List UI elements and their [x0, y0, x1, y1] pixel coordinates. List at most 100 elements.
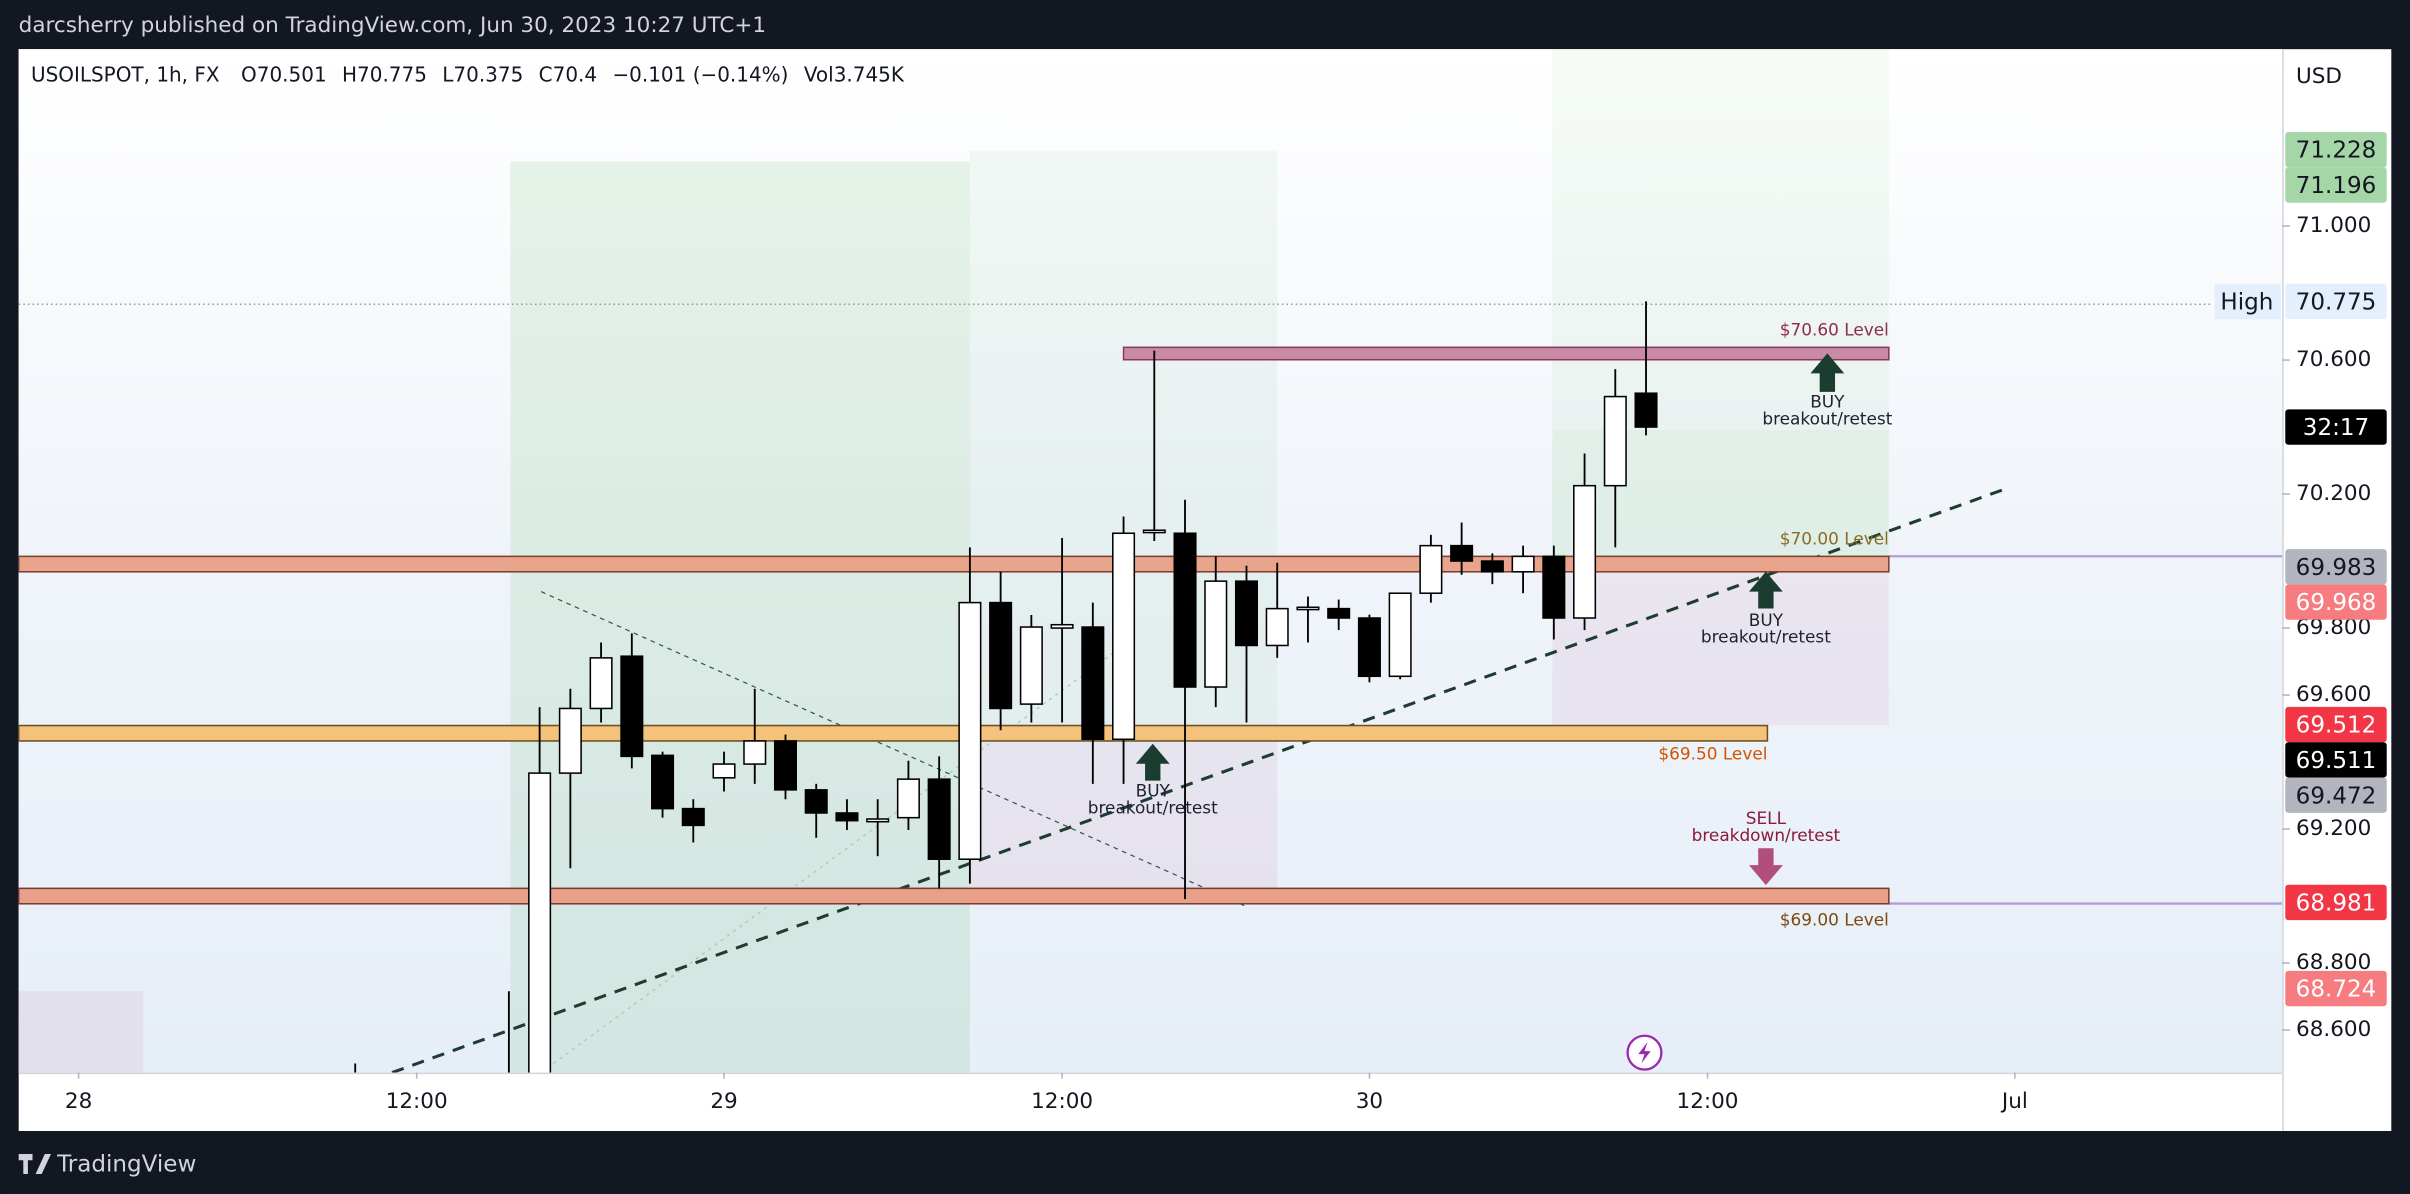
legend-volume: Vol3.745K	[804, 62, 905, 86]
price-badge-label: 71.228	[2296, 138, 2377, 164]
annotation-text: breakdown/retest	[1692, 825, 1841, 845]
price-badge	[2285, 884, 2387, 921]
annotation-text: breakout/retest	[1701, 627, 1831, 647]
price-badge-label: 69.511	[2296, 748, 2377, 774]
candle-body	[835, 812, 859, 822]
position-shade	[18, 991, 144, 1073]
price-badge-label: 68.724	[2296, 977, 2377, 1003]
price-badge	[2285, 706, 2387, 743]
annotation-title: BUY	[1749, 610, 1784, 630]
arrow-down	[1748, 848, 1783, 886]
price-badge	[2285, 970, 2387, 1007]
candles	[354, 301, 1658, 1073]
candle-body	[1050, 623, 1074, 629]
price-badge-label: 69.983	[2296, 555, 2377, 581]
price-badge-label: 69.472	[2296, 783, 2377, 809]
legend-value: 70.4	[553, 62, 597, 86]
candle-body	[589, 657, 613, 710]
y-tick-label: 70.600	[2296, 347, 2371, 372]
legend-key: L	[442, 62, 454, 86]
price-badge-label: 68.981	[2296, 890, 2377, 916]
candle-body	[1142, 529, 1166, 534]
price-badge	[2285, 283, 2387, 320]
zone-label: $69.00 Level	[1780, 909, 1889, 929]
level-zone	[1122, 346, 1890, 361]
x-tick-label: 28	[65, 1089, 92, 1114]
currency-label: USD	[2296, 64, 2342, 89]
legend-symbol: USOILSPOT, 1h, FX	[31, 62, 220, 86]
y-tick-label: 68.600	[2296, 1017, 2371, 1042]
candle-body	[1480, 560, 1504, 573]
candle-body	[1327, 607, 1351, 619]
position-shade	[510, 161, 970, 1073]
candle-body	[1511, 555, 1535, 573]
y-tick-label: 70.200	[2296, 481, 2371, 506]
candle-body	[558, 707, 582, 774]
countdown-label: 32:17	[2303, 415, 2369, 441]
candle-body	[866, 818, 890, 823]
level-zone	[18, 724, 1769, 742]
badge-name: High	[2220, 289, 2273, 315]
candle-body	[989, 601, 1013, 710]
candle-body	[1388, 592, 1412, 678]
x-tick-label: 12:00	[1031, 1089, 1093, 1114]
candle-body	[528, 772, 552, 1073]
candle-body	[1573, 484, 1597, 619]
legend-value: 70.775	[357, 62, 427, 86]
price-badge-label: 69.968	[2296, 590, 2377, 616]
price-badge-label: 69.512	[2296, 713, 2377, 739]
countdown-badge	[2285, 409, 2387, 445]
candle-body	[1450, 544, 1474, 562]
header-title: darcsherry published on TradingView.com,…	[19, 13, 766, 38]
candle-body	[1603, 395, 1627, 487]
candle-body	[804, 789, 828, 814]
position-shade	[1552, 556, 1889, 726]
candle-body	[896, 778, 920, 819]
candle-body	[1234, 580, 1259, 647]
candle-body	[927, 778, 951, 860]
footer-logo	[18, 1154, 51, 1175]
candle-body	[1542, 555, 1566, 619]
price-badge-label: 70.775	[2296, 289, 2377, 315]
zone-label: $70.00 Level	[1780, 528, 1889, 548]
candle-body	[1357, 617, 1381, 678]
price-badge	[2285, 167, 2387, 203]
candle-body	[1265, 607, 1289, 647]
level-zone	[18, 555, 1890, 573]
event-icon-glyph	[1638, 1041, 1651, 1064]
annotation-title: SELL	[1746, 808, 1787, 828]
legend: USOILSPOT, 1h, FX O70.501 H70.775 L70.375 C7…	[31, 62, 905, 86]
legend-value: 70.375	[453, 62, 523, 86]
level-zone	[18, 887, 1890, 905]
x-tick-label: 12:00	[386, 1089, 448, 1114]
legend-key: H	[342, 62, 357, 86]
x-tick-label: Jul	[2000, 1089, 2028, 1114]
price-badge	[2285, 742, 2387, 778]
candle-body	[1112, 532, 1136, 741]
footer-bar	[0, 1130, 2410, 1194]
candle-body	[651, 754, 675, 810]
price-badge	[2285, 777, 2387, 813]
price-badge	[2285, 584, 2387, 620]
trend-line	[391, 485, 2011, 1073]
legend-value: 70.501	[257, 62, 327, 86]
footer-brand: TradingView	[56, 1151, 196, 1177]
candle-body	[1204, 580, 1228, 688]
candle-body	[1173, 532, 1197, 688]
price-badge	[2285, 549, 2387, 585]
candle-body	[958, 601, 982, 860]
candle-body	[1081, 626, 1105, 741]
x-tick-label: 30	[1356, 1089, 1383, 1114]
arrow-up	[1810, 353, 1845, 392]
candle-body	[773, 740, 798, 791]
candle-body	[1419, 544, 1443, 594]
zone-label: $70.60 Level	[1780, 319, 1889, 339]
candle-body	[1019, 626, 1043, 705]
price-badge	[2285, 132, 2387, 168]
candle-body	[712, 763, 736, 779]
candle-body	[681, 807, 705, 827]
y-tick-label: 71.000	[2296, 213, 2371, 238]
candle-body	[1296, 606, 1320, 611]
legend-key: C	[539, 62, 553, 86]
